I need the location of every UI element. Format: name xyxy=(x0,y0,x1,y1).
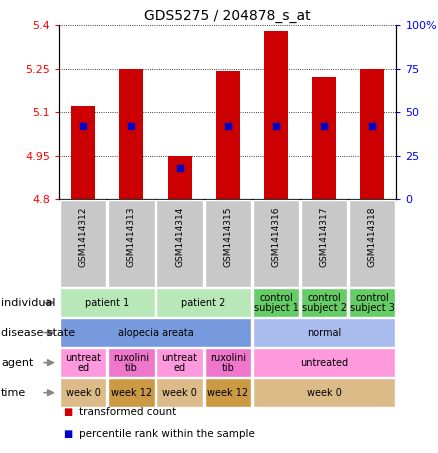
Text: patient 1: patient 1 xyxy=(85,298,130,308)
Text: GSM1414313: GSM1414313 xyxy=(127,207,136,267)
Text: disease state: disease state xyxy=(1,328,75,337)
Point xyxy=(128,122,135,130)
Text: GSM1414314: GSM1414314 xyxy=(175,207,184,267)
Bar xyxy=(360,68,384,199)
Point xyxy=(224,122,231,130)
Bar xyxy=(167,156,191,199)
Text: GSM1414316: GSM1414316 xyxy=(272,207,280,267)
Text: untreat
ed: untreat ed xyxy=(65,353,101,373)
Text: transformed count: transformed count xyxy=(79,407,176,417)
Text: time: time xyxy=(1,388,26,398)
Text: GSM1414315: GSM1414315 xyxy=(223,207,232,267)
Text: GSM1414312: GSM1414312 xyxy=(79,207,88,267)
Text: GSM1414317: GSM1414317 xyxy=(320,207,328,267)
Text: patient 2: patient 2 xyxy=(181,298,226,308)
Text: week 0: week 0 xyxy=(162,388,197,398)
Bar xyxy=(60,378,106,407)
Bar xyxy=(349,200,396,287)
Bar xyxy=(108,200,155,287)
Point xyxy=(80,122,87,130)
Bar xyxy=(156,378,203,407)
Bar xyxy=(253,348,396,377)
Text: ruxolini
tib: ruxolini tib xyxy=(113,353,149,373)
Title: GDS5275 / 204878_s_at: GDS5275 / 204878_s_at xyxy=(145,9,311,23)
Bar xyxy=(205,378,251,407)
Text: ■: ■ xyxy=(64,407,73,417)
Text: GSM1414318: GSM1414318 xyxy=(368,207,377,267)
Bar xyxy=(205,200,251,287)
Point xyxy=(176,164,183,172)
Text: individual: individual xyxy=(1,298,55,308)
Bar xyxy=(253,288,299,317)
Text: week 12: week 12 xyxy=(111,388,152,398)
Bar xyxy=(60,200,106,287)
Bar xyxy=(156,288,251,317)
Text: normal: normal xyxy=(307,328,341,337)
Text: ruxolini
tib: ruxolini tib xyxy=(210,353,246,373)
Bar xyxy=(253,378,396,407)
Bar xyxy=(156,200,203,287)
Bar xyxy=(71,106,95,199)
Bar xyxy=(205,348,251,377)
Bar xyxy=(215,72,240,199)
Text: control
subject 2: control subject 2 xyxy=(302,293,346,313)
Text: week 0: week 0 xyxy=(66,388,101,398)
Bar xyxy=(253,200,299,287)
Bar xyxy=(108,378,155,407)
Point xyxy=(369,122,376,130)
Text: untreated: untreated xyxy=(300,358,348,368)
Text: ■: ■ xyxy=(64,429,73,439)
Bar xyxy=(60,348,106,377)
Bar xyxy=(108,348,155,377)
Bar xyxy=(301,288,347,317)
Bar xyxy=(119,68,143,199)
Bar xyxy=(312,77,336,199)
Text: control
subject 1: control subject 1 xyxy=(254,293,298,313)
Point xyxy=(321,122,328,130)
Bar xyxy=(264,31,288,199)
Bar xyxy=(253,318,396,347)
Text: week 12: week 12 xyxy=(207,388,248,398)
Text: agent: agent xyxy=(1,358,33,368)
Bar xyxy=(349,288,396,317)
Text: untreat
ed: untreat ed xyxy=(162,353,198,373)
Text: week 0: week 0 xyxy=(307,388,342,398)
Text: alopecia areata: alopecia areata xyxy=(118,328,193,337)
Bar xyxy=(60,318,251,347)
Bar xyxy=(60,288,155,317)
Bar xyxy=(156,348,203,377)
Text: control
subject 3: control subject 3 xyxy=(350,293,395,313)
Bar xyxy=(301,200,347,287)
Text: percentile rank within the sample: percentile rank within the sample xyxy=(79,429,255,439)
Point xyxy=(272,122,279,130)
